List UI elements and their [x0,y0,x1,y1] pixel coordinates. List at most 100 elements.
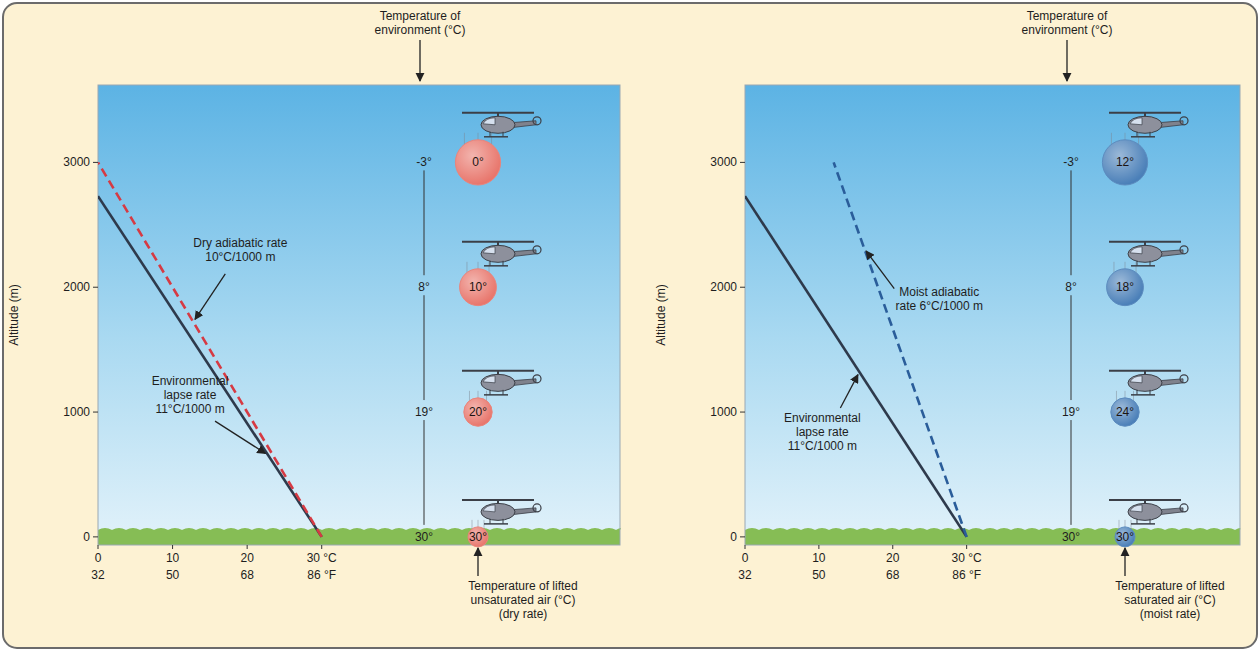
y-tick-label: 3000 [710,155,737,169]
x-tick-label: 0 [95,551,102,565]
lifted-temperature: 0° [472,155,484,169]
lifted-rate: (dry rate) [499,607,548,621]
body [481,245,515,262]
strut [490,519,491,524]
plot-frame [745,85,1240,545]
tail-rotor [533,375,541,383]
strut [1137,390,1138,395]
lifted-temperature: 18° [1116,280,1134,294]
x-tick [247,545,248,549]
y-tick-label: 1000 [710,405,737,419]
series-label-line: Environmental [784,411,861,425]
y-tick [740,412,745,413]
air-parcel [1111,398,1139,426]
environment-temperature: 19° [415,405,433,419]
strut [1137,261,1138,266]
strut [1150,132,1151,137]
air-parcel [455,140,500,185]
strut [490,390,491,395]
strut [490,261,491,266]
y-tick-label: 2000 [710,280,737,294]
environment-column-line [1071,170,1072,275]
lifted-title-line: saturated air (°C) [1124,593,1216,607]
environment-temperature: 30° [415,530,433,544]
environment-temperature: 19° [1062,405,1080,419]
x2-tick-label: 68 [886,568,900,582]
x-tick-label: 20 [240,551,254,565]
body [481,374,515,391]
environment-column-line [424,170,425,275]
series-label-line: Dry adiabatic rate [193,236,287,250]
label-arrow [840,375,858,408]
environment-column-line [1071,295,1072,400]
body [1128,374,1162,391]
lifted-temperature: 24° [1116,405,1134,419]
series-label: Environmentallapse rate11°C/1000 m [152,374,229,416]
lifted-temperature: 30° [1116,530,1134,544]
environment-title: Temperature ofenvironment (°C) [375,9,466,37]
label-arrow [195,274,225,320]
x-tick-label: 10 [166,551,180,565]
body [481,116,515,133]
series-label-line: lapse rate [164,388,217,402]
x2-tick-label: 32 [91,568,105,582]
strut [1137,519,1138,524]
cockpit [483,247,495,254]
air-parcel [1102,140,1147,185]
lifted-temperature: 30° [469,530,487,544]
x-tick [172,545,173,549]
environment-column-line [424,420,425,525]
tail-rotor [533,246,541,254]
skid [1131,136,1155,138]
environment-column-line [424,295,425,400]
lifted-arrow [477,548,478,576]
series-label-line: rate 6°C/1000 m [895,299,983,313]
x2-tick-label: 86 °F [307,568,336,582]
helicopter [462,500,541,532]
environment-temperature: -3° [416,155,432,169]
y-axis-title: Altitude (m) [7,284,21,345]
strut [1150,390,1151,395]
strut [1150,519,1151,524]
series-label: Environmentallapse rate11°C/1000 m [784,411,861,453]
lifted-temperature: 20° [469,405,487,419]
lifted-title: Temperature of liftedunsaturated air (°C… [468,579,577,607]
title-arrow [1066,40,1067,81]
cockpit [1130,505,1142,512]
y-axis-title: Altitude (m) [654,284,668,345]
figure: Environmentallapse rate11°C/1000 mDry ad… [0,0,1260,651]
skid [484,394,508,396]
tail-rotor [1180,504,1188,512]
lifted-arrow [1124,548,1125,576]
strut [503,132,504,137]
panel: Environmentallapse rate11°C/1000 mMoist … [654,9,1240,621]
skid [1131,523,1155,525]
skid [1131,265,1155,267]
tail-rotor [533,117,541,125]
title-arrow [419,40,420,81]
body [1128,245,1162,262]
cockpit [1130,376,1142,383]
helicopter [1109,500,1188,532]
air-parcel [460,269,497,306]
lifted-title-line: Temperature of lifted [1115,579,1224,593]
tail-rotor [533,504,541,512]
grass-edge [745,528,1240,545]
y-tick [93,536,98,537]
body [481,503,515,520]
lines [98,162,322,537]
environment-title-line: environment (°C) [1022,23,1113,37]
air-parcel [468,527,488,547]
x-tick-label: 10 [812,551,826,565]
strut [503,390,504,395]
body [1128,503,1162,520]
series-label-line: 11°C/1000 m [788,439,857,453]
x-tick-label: 0 [742,551,749,565]
x2-tick-label: 32 [738,568,752,582]
x2-tick-label: 86 °F [952,568,981,582]
tail-rotor [1180,117,1188,125]
x-tick [745,545,746,549]
environment-temperature: -3° [1063,155,1079,169]
y-tick-label: 0 [83,530,90,544]
skid [484,523,508,525]
